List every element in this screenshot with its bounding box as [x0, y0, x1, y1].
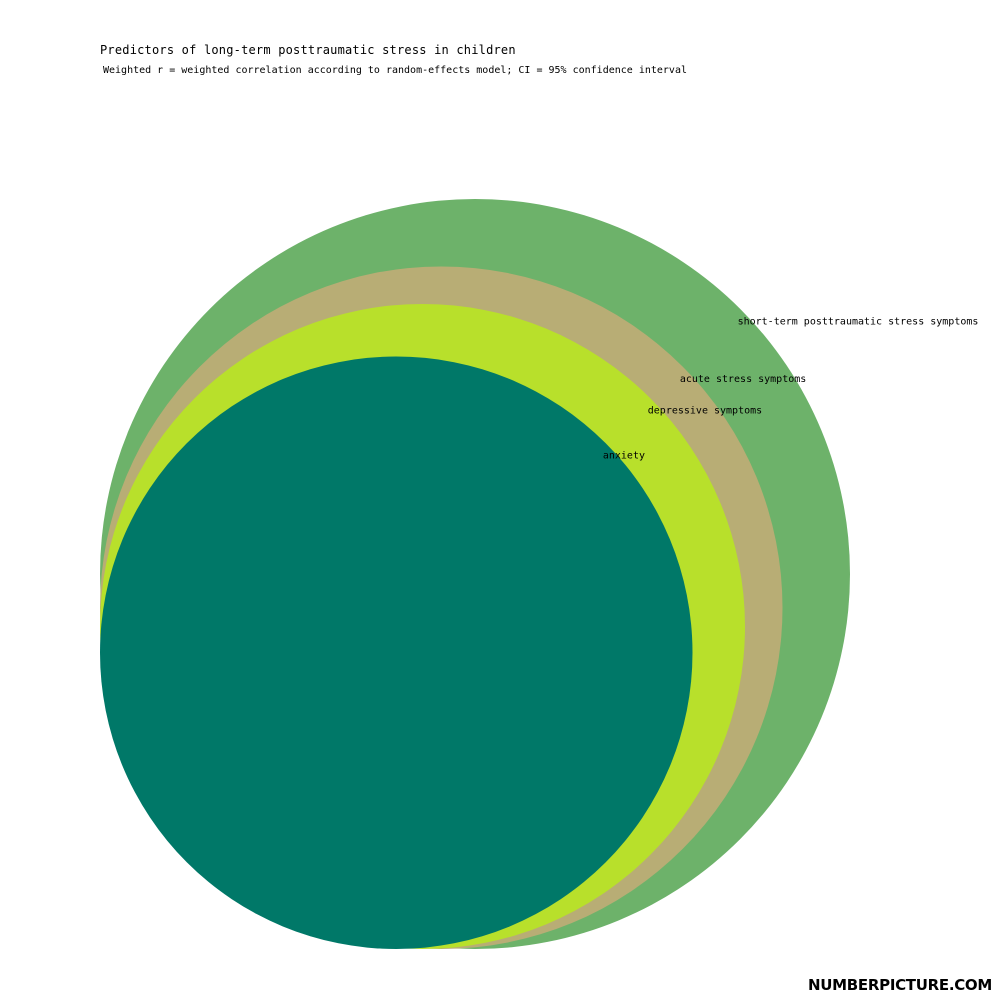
circle-anxiety	[100, 356, 693, 949]
chart-title: Predictors of long-term posttraumatic st…	[100, 43, 516, 57]
chart-subtitle: Weighted r = weighted correlation accord…	[103, 65, 687, 76]
watermark-logo: NUMBERPICTURE.COM	[808, 976, 992, 994]
label-depressive-symptoms: depressive symptoms	[648, 406, 762, 417]
label-short-term-posttraumatic-stress-symptoms: short-term posttraumatic stress symptoms	[738, 316, 979, 327]
label-anxiety: anxiety	[603, 450, 645, 461]
label-acute-stress-symptoms: acute stress symptoms	[680, 374, 806, 385]
